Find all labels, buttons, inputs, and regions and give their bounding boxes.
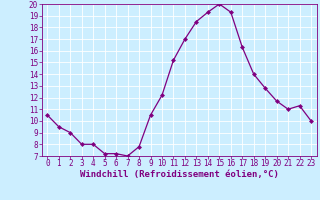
X-axis label: Windchill (Refroidissement éolien,°C): Windchill (Refroidissement éolien,°C)	[80, 170, 279, 179]
